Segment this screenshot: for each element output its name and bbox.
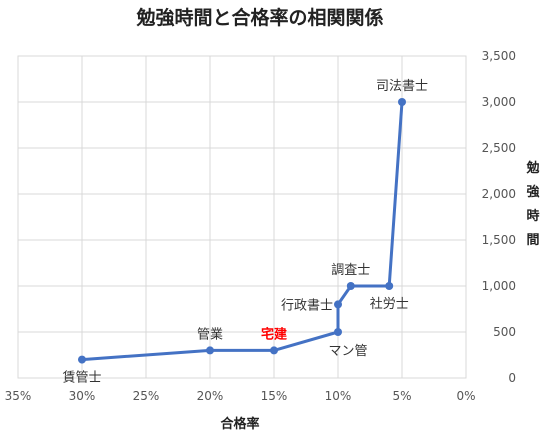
x-tick-label: 0% [456,389,475,403]
x-tick-label: 10% [325,389,352,403]
x-tick-label: 30% [69,389,96,403]
data-point [398,98,406,106]
data-label: 管業 [197,326,223,342]
x-tick-label: 5% [392,389,411,403]
x-tick-label: 35% [5,389,32,403]
data-label: 宅建 [261,326,287,342]
y-tick-label: 2,000 [482,187,516,201]
y-axis-label-char: 時 [526,208,539,224]
data-point [334,300,342,309]
data-point [206,346,214,355]
plot-area [17,55,467,379]
data-label: 行政書士 [281,298,333,313]
x-tick-label: 15% [261,389,288,403]
chart-title: 勉強時間と合格率の相関関係 [135,6,383,29]
data-label: マン管 [328,344,367,359]
data-label: 調査士 [331,263,370,278]
data-point [346,282,355,290]
x-axis-ticks: 35% 30% 25% 20% 15% 10% 5% 0% [5,389,476,403]
data-label: 社労士 [370,296,409,312]
data-point [78,355,86,364]
y-tick-label: 500 [493,325,516,339]
data-point [385,282,394,290]
series-layer [78,98,406,364]
data-point [270,346,278,355]
y-axis-label-char: 間 [526,233,539,248]
y-axis-label-char: 強 [526,184,539,200]
y-tick-label: 0 [508,371,516,385]
x-tick-label: 25% [133,389,160,403]
y-axis-label-char: 勉 [525,160,539,176]
data-point [334,328,342,336]
x-axis-label: 合格率 [220,416,259,432]
y-tick-label: 1,500 [482,233,516,247]
series-line [81,101,404,362]
grid-layer [17,55,467,379]
y-axis-label: 勉強時間 [525,160,539,248]
y-tick-label: 1,000 [482,279,516,293]
x-tick-label: 20% [197,389,224,403]
y-axis-ticks: 0 500 1,000 1,500 2,000 2,500 3,000 3,500 [482,49,516,385]
y-tick-label: 3,500 [482,49,516,63]
data-label: 司法書士 [376,79,428,94]
data-label: 賃管士 [62,371,101,386]
y-tick-label: 3,000 [482,95,516,109]
y-tick-label: 2,500 [482,141,516,155]
